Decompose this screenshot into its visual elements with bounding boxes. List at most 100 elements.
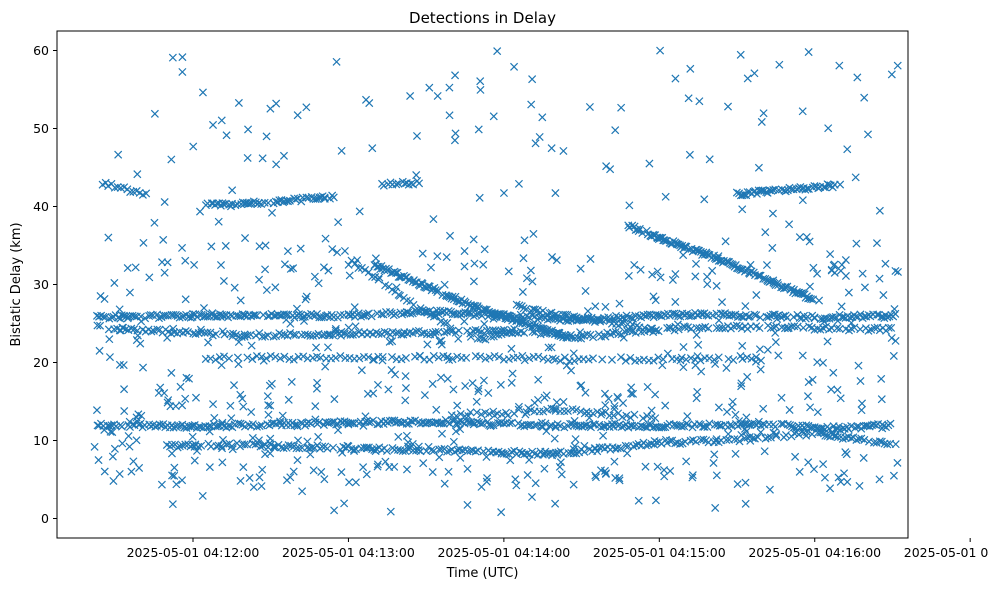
data-point: [879, 291, 888, 300]
data-point: [668, 275, 677, 284]
data-point: [167, 155, 176, 164]
data-point: [692, 323, 701, 332]
data-point: [329, 443, 338, 452]
data-point: [164, 396, 173, 405]
data-point: [445, 231, 455, 240]
data-point: [282, 476, 291, 485]
data-point: [397, 355, 406, 364]
data-point: [243, 331, 252, 340]
data-point: [815, 296, 824, 305]
data-point: [119, 311, 128, 320]
data-point: [292, 304, 302, 313]
data-point: [379, 181, 388, 190]
data-point: [624, 271, 633, 280]
data-point: [774, 351, 783, 360]
data-point: [887, 323, 896, 332]
data-point: [108, 452, 117, 461]
data-point: [188, 432, 197, 441]
data-point: [645, 159, 654, 168]
data-point: [249, 483, 258, 492]
data-point: [126, 188, 135, 197]
data-point: [411, 278, 420, 287]
data-point: [872, 239, 882, 248]
data-point: [218, 458, 227, 467]
data-point: [743, 188, 752, 197]
data-point: [609, 411, 618, 420]
data-point: [518, 351, 527, 360]
data-point: [771, 328, 780, 337]
data-point: [660, 472, 669, 481]
data-point: [813, 408, 822, 417]
data-point: [311, 415, 320, 424]
data-point: [735, 437, 744, 446]
data-point: [452, 411, 461, 420]
data-point: [125, 417, 134, 426]
data-point: [661, 401, 670, 410]
data-point: [616, 353, 625, 362]
data-point: [627, 389, 636, 398]
data-point: [477, 419, 486, 428]
data-point: [443, 353, 452, 362]
data-point: [537, 418, 546, 427]
data-point: [461, 381, 470, 391]
data-point: [293, 456, 302, 465]
data-point: [881, 259, 890, 268]
data-point: [591, 473, 600, 482]
data-point: [691, 259, 701, 268]
data-point: [559, 146, 568, 155]
data-point: [401, 396, 410, 405]
data-point: [566, 330, 575, 339]
data-point: [709, 458, 718, 468]
data-point: [525, 354, 534, 363]
data-point: [110, 444, 119, 453]
data-point: [168, 53, 177, 62]
data-point: [224, 354, 234, 363]
data-point: [873, 310, 882, 319]
data-point: [218, 435, 227, 444]
data-point: [484, 388, 493, 398]
data-point: [276, 354, 285, 363]
data-point: [181, 394, 190, 403]
data-point: [660, 465, 669, 475]
data-point: [588, 354, 598, 363]
data-point: [479, 260, 488, 269]
data-point: [382, 446, 391, 456]
data-point: [289, 264, 298, 273]
data-point: [859, 453, 868, 462]
data-point: [394, 432, 403, 441]
data-point: [759, 404, 768, 413]
data-point: [765, 485, 774, 494]
data-point: [563, 310, 572, 319]
data-point: [460, 317, 469, 326]
data-point: [795, 233, 804, 242]
data-point: [539, 354, 548, 363]
x-tick-label: 2025-05-01 04:17:00: [904, 545, 989, 560]
data-point: [534, 395, 543, 404]
data-point: [130, 312, 139, 321]
data-point: [554, 448, 563, 457]
data-point: [878, 424, 887, 433]
data-point: [651, 496, 660, 505]
data-point: [443, 447, 452, 456]
data-point: [172, 480, 181, 489]
data-point: [369, 355, 378, 364]
y-tick-label: 50: [33, 121, 49, 136]
data-point: [744, 312, 753, 321]
data-point: [847, 318, 856, 327]
data-point: [196, 325, 205, 334]
data-point: [435, 453, 444, 462]
data-point: [545, 422, 554, 431]
data-point: [875, 274, 884, 283]
data-point: [256, 442, 265, 451]
data-point: [610, 404, 619, 413]
data-point: [234, 98, 243, 107]
data-point: [197, 441, 206, 450]
data-point: [601, 401, 610, 410]
data-point: [131, 263, 140, 272]
data-point: [266, 434, 275, 443]
data-point: [260, 198, 269, 207]
data-point: [307, 443, 317, 452]
data-point: [321, 234, 330, 243]
data-point: [505, 419, 514, 428]
data-point: [318, 442, 327, 451]
